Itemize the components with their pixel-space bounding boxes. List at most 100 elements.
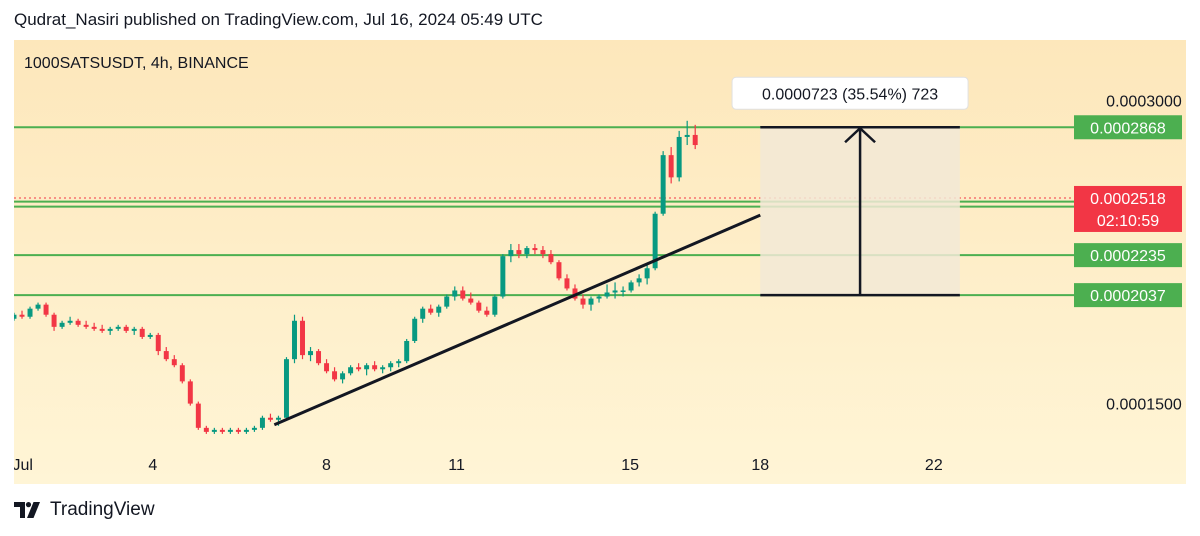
candle-body-12 bbox=[107, 328, 113, 331]
candle-body-31 bbox=[259, 417, 265, 428]
support-trendline bbox=[273, 213, 761, 427]
x-tick-label-4: 15 bbox=[621, 457, 639, 474]
x-tick-label-1: 4 bbox=[148, 457, 157, 474]
candle-body-60 bbox=[492, 296, 498, 315]
candle-body-49 bbox=[404, 340, 410, 362]
candle-body-26 bbox=[219, 429, 225, 432]
candle-body-6 bbox=[59, 322, 65, 327]
candle-body-29 bbox=[243, 429, 249, 432]
candle-body-41 bbox=[340, 373, 346, 380]
candle-body-38 bbox=[316, 351, 322, 364]
candle-body-1 bbox=[19, 314, 25, 317]
candle-body-47 bbox=[388, 363, 394, 368]
candle-body-84 bbox=[684, 134, 690, 137]
candle-body-3 bbox=[35, 304, 41, 309]
candle-body-55 bbox=[452, 290, 458, 297]
candles bbox=[14, 120, 698, 434]
candle-body-46 bbox=[380, 367, 386, 370]
candle-body-45 bbox=[372, 365, 378, 370]
current-price-label: 0.0002518 bbox=[1090, 191, 1166, 208]
level-price-tag-3 bbox=[1074, 283, 1182, 308]
level-price-tag-0 bbox=[1074, 115, 1182, 140]
candlestick-chart[interactable]: 1000SATSUSDT, 4h, BINANCE 0.0000723 (35.… bbox=[14, 40, 1186, 484]
chart-background bbox=[14, 40, 1186, 484]
candle-body-50 bbox=[412, 318, 418, 341]
tradingview-brand-text: TradingView bbox=[50, 499, 155, 520]
candle-body-40 bbox=[332, 371, 338, 380]
symbol-label: 1000SATSUSDT, 4h, BINANCE bbox=[24, 55, 249, 72]
candle-body-43 bbox=[356, 367, 362, 370]
x-tick-label-3: 11 bbox=[448, 457, 465, 474]
candle-body-72 bbox=[588, 298, 594, 305]
candle-body-82 bbox=[668, 155, 674, 178]
candle-body-51 bbox=[420, 308, 426, 319]
candle-body-75 bbox=[612, 290, 618, 293]
range-label: 0.0000723 (35.54%) 723 bbox=[762, 86, 938, 103]
candle-body-19 bbox=[163, 351, 169, 360]
level-price-label-0: 0.0002868 bbox=[1090, 120, 1166, 137]
candle-body-48 bbox=[396, 361, 402, 364]
candle-body-7 bbox=[67, 320, 73, 323]
candle-body-25 bbox=[211, 429, 217, 432]
candle-body-10 bbox=[91, 326, 97, 329]
candle-body-36 bbox=[300, 320, 305, 356]
candle-body-35 bbox=[292, 320, 297, 360]
candle-body-58 bbox=[476, 302, 482, 311]
candle-body-9 bbox=[83, 324, 89, 327]
candle-body-32 bbox=[267, 417, 273, 420]
candle-body-24 bbox=[203, 427, 209, 432]
candle-body-77 bbox=[628, 282, 634, 291]
candle-body-71 bbox=[580, 298, 586, 305]
candle-body-67 bbox=[548, 254, 554, 263]
candle-body-4 bbox=[43, 304, 49, 315]
candle-body-23 bbox=[195, 403, 201, 428]
candle-body-33 bbox=[275, 417, 281, 420]
candle-body-62 bbox=[508, 250, 514, 257]
y-tick-label-0: 0.0003000 bbox=[1106, 94, 1182, 111]
candle-body-22 bbox=[187, 381, 193, 404]
candle-body-8 bbox=[75, 320, 81, 325]
x-tick-label-2: 8 bbox=[322, 457, 331, 474]
candle-body-16 bbox=[139, 328, 145, 337]
candle-body-52 bbox=[428, 308, 434, 313]
candle-body-80 bbox=[652, 213, 658, 269]
candle-body-63 bbox=[516, 250, 522, 255]
candle-body-66 bbox=[540, 250, 546, 255]
x-tick-label-6: 22 bbox=[925, 457, 943, 474]
candle-body-39 bbox=[324, 363, 330, 372]
y-tick-label-1: 0.0001500 bbox=[1106, 397, 1182, 414]
candle-body-28 bbox=[235, 429, 241, 432]
candle-body-78 bbox=[636, 278, 642, 283]
candle-body-17 bbox=[147, 334, 153, 337]
candle-body-68 bbox=[556, 262, 562, 279]
trendline-layer bbox=[273, 213, 761, 427]
candle-body-79 bbox=[644, 268, 650, 279]
candle-body-44 bbox=[364, 365, 370, 370]
candle-body-76 bbox=[620, 290, 626, 292]
candle-body-18 bbox=[155, 334, 161, 352]
candle-body-42 bbox=[348, 367, 354, 374]
range-label-box bbox=[731, 76, 969, 110]
candle-body-65 bbox=[532, 248, 538, 251]
range-arrow-head bbox=[844, 126, 876, 144]
candle-body-74 bbox=[604, 292, 610, 297]
candle-body-30 bbox=[251, 427, 257, 430]
candle-body-21 bbox=[179, 365, 185, 382]
candle-body-14 bbox=[123, 326, 129, 331]
y-axis: 0.00030000.00015000.00028680.00024750.00… bbox=[1074, 94, 1182, 414]
candle-body-83 bbox=[676, 136, 682, 178]
tradingview-logo[interactable]: TradingView bbox=[14, 499, 155, 521]
candle-body-57 bbox=[468, 298, 474, 303]
chart-area[interactable]: 1000SATSUSDT, 4h, BINANCE 0.0000723 (35.… bbox=[14, 40, 1186, 484]
current-price-countdown: 02:10:59 bbox=[1097, 213, 1159, 230]
candle-body-64 bbox=[524, 248, 530, 255]
candle-body-13 bbox=[115, 326, 121, 329]
x-tick-label-5: 18 bbox=[751, 457, 769, 474]
candle-body-34 bbox=[283, 359, 289, 418]
level-price-label-2: 0.0002235 bbox=[1090, 248, 1166, 265]
candle-body-56 bbox=[460, 290, 466, 299]
candle-body-53 bbox=[436, 306, 442, 313]
publisher-header: Qudrat_Nasiri published on TradingView.c… bbox=[14, 10, 543, 29]
candle-body-69 bbox=[564, 278, 570, 289]
tradingview-logo-icon bbox=[14, 502, 40, 518]
